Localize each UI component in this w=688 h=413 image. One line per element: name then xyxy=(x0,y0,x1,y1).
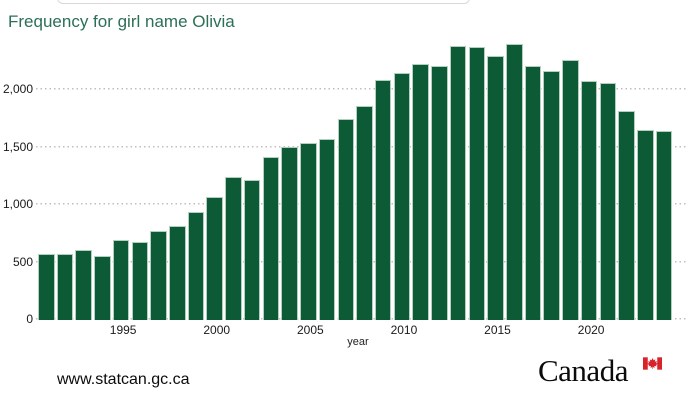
bar-2000[interactable] xyxy=(206,196,223,320)
bar-2001[interactable] xyxy=(225,176,242,320)
bar-2018[interactable] xyxy=(543,71,560,320)
bar-2017[interactable] xyxy=(524,65,542,320)
x-axis-tick-label-2020: 2020 xyxy=(577,323,605,337)
y-axis: 0 500 1,000 1,500 2,000 xyxy=(0,34,33,326)
x-axis-title: year xyxy=(347,336,369,348)
bar-1991[interactable] xyxy=(38,253,55,320)
y-axis-tick-label-2,000: 2,000 xyxy=(2,82,33,96)
bar-2013[interactable] xyxy=(449,46,467,320)
bar-2003[interactable] xyxy=(262,156,280,320)
x-axis-tick-label-2005: 2005 xyxy=(296,323,324,337)
x-axis-tick-label-1995: 1995 xyxy=(109,323,137,337)
x-axis-tick-label-2000: 2000 xyxy=(203,323,231,337)
bar-1999[interactable] xyxy=(187,211,205,320)
bar-2020[interactable] xyxy=(580,80,598,320)
plot-area xyxy=(36,34,688,320)
bar-1996[interactable] xyxy=(131,241,149,320)
bar-2023[interactable] xyxy=(637,129,654,320)
bar-1994[interactable] xyxy=(94,255,111,320)
canada-wordmark-logo: Canada xyxy=(538,353,628,388)
bar-2004[interactable] xyxy=(281,146,298,320)
bar-2022[interactable] xyxy=(618,110,635,320)
bar-2006[interactable] xyxy=(318,139,336,320)
statcan-url-link[interactable]: www.statcan.gc.ca xyxy=(57,371,190,388)
bar-2011[interactable] xyxy=(412,64,429,320)
y-axis-tick-label-1,500: 1,500 xyxy=(2,139,33,154)
x-axis: 1995 2000 2005 2010 2015 2020 xyxy=(38,323,688,337)
bar-1993[interactable] xyxy=(75,249,92,320)
bar-2008[interactable] xyxy=(356,105,373,320)
y-axis-tick-label-0: 0 xyxy=(26,312,33,326)
bar-2005[interactable] xyxy=(300,142,317,320)
bar-1997[interactable] xyxy=(150,230,167,320)
y-axis-tick-label-500: 500 xyxy=(12,254,33,269)
bar-2021[interactable] xyxy=(599,83,617,320)
gridline-2,000 xyxy=(36,88,688,90)
bar-2010[interactable] xyxy=(393,73,411,320)
bar-2007[interactable] xyxy=(337,118,355,320)
bar-1992[interactable] xyxy=(56,253,74,320)
bar-2009[interactable] xyxy=(374,79,392,320)
bar-2019[interactable] xyxy=(562,59,579,320)
bar-1995[interactable] xyxy=(112,240,130,320)
bar-2015[interactable] xyxy=(487,56,504,320)
bar-1998[interactable] xyxy=(169,226,186,320)
x-axis-tick-label-2015: 2015 xyxy=(484,323,511,337)
y-axis-tick-label-1,000: 1,000 xyxy=(2,197,33,211)
chart-title: Frequency for girl name Olivia xyxy=(8,12,235,31)
bar-2002[interactable] xyxy=(243,179,261,320)
bar-2014[interactable] xyxy=(468,47,486,320)
bar-2012[interactable] xyxy=(431,66,448,320)
bar-2016[interactable] xyxy=(506,44,523,320)
canada-flag-icon xyxy=(643,357,662,370)
bar-2024[interactable] xyxy=(655,131,673,320)
x-axis-tick-label-2010: 2010 xyxy=(390,323,418,337)
top-border-decoration xyxy=(57,0,470,4)
